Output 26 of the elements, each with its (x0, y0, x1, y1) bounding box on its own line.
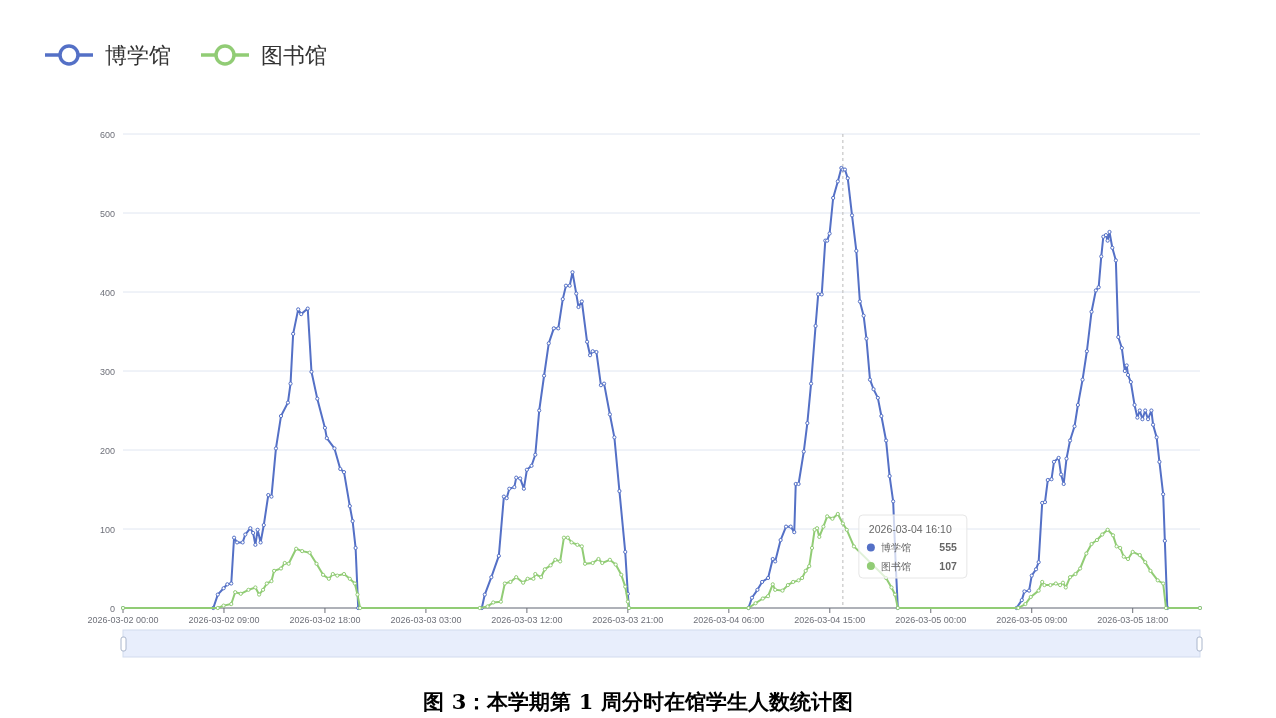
x-tick-label: 2026-03-03 12:00 (491, 615, 563, 625)
x-tick-label: 2026-03-02 18:00 (289, 615, 361, 625)
x-tick-label: 2026-03-04 15:00 (794, 615, 866, 625)
y-tick-label: 600 (99, 129, 115, 140)
legend-label: 博学馆 (105, 43, 171, 68)
annotation: 2026-03-04 16:10 (868, 523, 952, 535)
x-tick-label: 2026-03-04 06:00 (693, 615, 765, 625)
y-tick-label: 500 (99, 208, 115, 219)
x-tick-label: 2026-03-05 09:00 (996, 615, 1068, 625)
annotation: 博学馆 (880, 542, 911, 553)
x-tick-label: 2026-03-03 21:00 (592, 615, 664, 625)
x-tick-label: 2026-03-05 18:00 (1097, 615, 1169, 625)
x-tick-label: 2026-03-03 03:00 (390, 615, 462, 625)
annotation: 555 (939, 541, 958, 553)
y-tick-label: 300 (99, 366, 115, 377)
x-tick-label: 2026-03-02 09:00 (188, 615, 260, 625)
y-tick-label: 0 (109, 603, 115, 614)
y-tick-label: 100 (99, 524, 115, 535)
annotation: 107 (939, 559, 958, 572)
y-tick-label: 200 (99, 445, 115, 456)
text: 图 3：本学期第 1 周分时在馆学生人数统计图 (423, 689, 853, 714)
y-tick-label: 400 (99, 287, 115, 298)
x-tick-label: 2026-03-02 00:00 (87, 615, 159, 625)
legend-label: 图书馆 (261, 43, 327, 68)
x-tick-label: 2026-03-05 00:00 (895, 615, 967, 625)
annotation: 图书馆 (880, 560, 911, 572)
